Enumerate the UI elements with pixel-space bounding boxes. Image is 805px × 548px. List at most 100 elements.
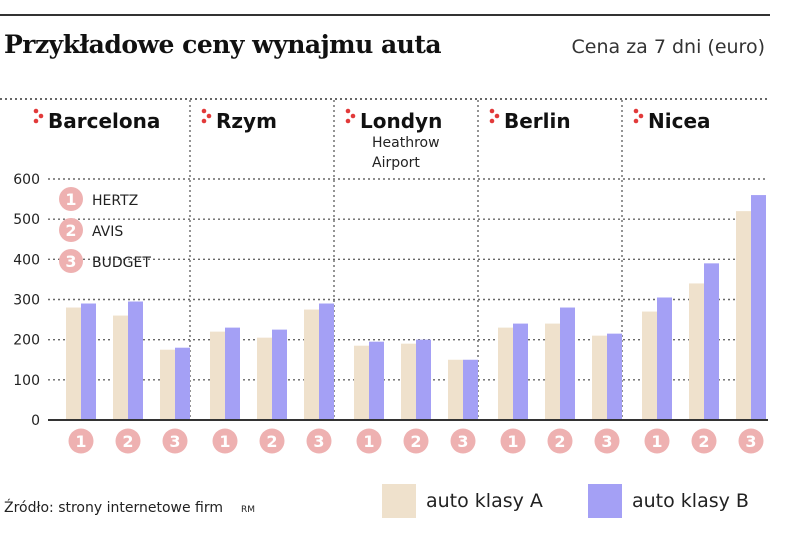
city-marker-dot xyxy=(33,108,39,114)
company-number: 3 xyxy=(313,432,324,451)
company-number: 3 xyxy=(169,432,180,451)
company-circle xyxy=(691,428,717,454)
company-circle xyxy=(403,428,429,454)
company-number: 1 xyxy=(507,432,518,451)
company-circle xyxy=(356,428,382,454)
bar-class-b xyxy=(175,347,190,420)
city-marker-dot xyxy=(345,118,351,124)
legend-label-class-a: auto klasy A xyxy=(426,490,543,512)
company-legend-number: 3 xyxy=(65,252,76,271)
company-legend-name: AVIS xyxy=(92,224,123,240)
company-legend-circle xyxy=(59,249,83,273)
city-sublabel: Airport xyxy=(372,155,420,171)
company-legend-name: HERTZ xyxy=(92,193,138,209)
city-label: Nicea xyxy=(648,109,711,133)
bar-class-b xyxy=(272,329,287,420)
bar-class-a xyxy=(448,359,463,420)
bar-class-b xyxy=(128,301,143,420)
city-marker-dot xyxy=(201,108,207,114)
city-marker-dot xyxy=(633,118,639,124)
y-tick-label: 600 xyxy=(13,172,40,188)
bar-class-b xyxy=(463,359,478,420)
company-circle xyxy=(115,428,141,454)
bar-class-b xyxy=(751,195,766,420)
city-label: Berlin xyxy=(504,109,571,133)
legend-item-class-a: auto klasy A xyxy=(382,484,543,518)
company-number: 2 xyxy=(554,432,565,451)
y-tick-label: 300 xyxy=(13,293,40,309)
company-number: 3 xyxy=(601,432,612,451)
company-legend-circle xyxy=(59,187,83,211)
company-number: 1 xyxy=(363,432,374,451)
company-circle xyxy=(547,428,573,454)
bar-class-a xyxy=(498,327,513,420)
legend-swatch-class-a xyxy=(382,484,416,518)
bar-class-a xyxy=(401,343,416,420)
legend-item-class-b: auto klasy B xyxy=(588,484,749,518)
city-marker-dot xyxy=(633,108,639,114)
y-tick-label: 200 xyxy=(13,333,40,349)
bar-class-a xyxy=(689,283,704,420)
top-rule xyxy=(0,14,770,16)
city-sublabel: Heathrow xyxy=(372,135,440,151)
bar-class-a xyxy=(66,307,81,420)
company-circle xyxy=(644,428,670,454)
source-text: Źródło: strony internetowe firm xyxy=(4,500,224,516)
company-number: 3 xyxy=(745,432,756,451)
city-marker-dot xyxy=(638,113,644,119)
y-tick-label: 100 xyxy=(13,373,40,389)
company-number: 3 xyxy=(457,432,468,451)
company-circle xyxy=(68,428,94,454)
company-legend-number: 2 xyxy=(65,221,76,240)
source-note: Źródło: strony internetowe firm RM xyxy=(4,500,255,516)
chart-title: Przykładowe ceny wynajmu auta xyxy=(4,30,442,59)
company-number: 1 xyxy=(219,432,230,451)
company-circle xyxy=(738,428,764,454)
bar-class-b xyxy=(319,303,334,420)
city-label: Barcelona xyxy=(48,109,160,133)
chart-subtitle: Cena za 7 dni (euro) xyxy=(571,36,765,58)
bar-class-b xyxy=(81,303,96,420)
bar-class-b xyxy=(225,327,240,420)
city-marker-dot xyxy=(38,113,44,119)
legend-swatch-class-b xyxy=(588,484,622,518)
bar-class-a xyxy=(160,349,175,420)
bar-class-b xyxy=(704,263,719,420)
y-tick-label: 0 xyxy=(31,413,40,429)
bar-class-a xyxy=(545,323,560,420)
city-marker-dot xyxy=(345,108,351,114)
bar-class-b xyxy=(513,323,528,420)
bar-class-a xyxy=(354,345,369,420)
city-label: Londyn xyxy=(360,109,442,133)
company-circle xyxy=(500,428,526,454)
legend-label-class-b: auto klasy B xyxy=(632,490,749,512)
city-marker-dot xyxy=(201,118,207,124)
city-marker-dot xyxy=(489,118,495,124)
bar-class-a xyxy=(736,211,751,420)
company-number: 2 xyxy=(410,432,421,451)
bar-class-a xyxy=(642,311,657,420)
company-circle xyxy=(212,428,238,454)
company-legend-name: BUDGET xyxy=(92,255,151,271)
company-number: 2 xyxy=(122,432,133,451)
bar-class-a xyxy=(113,315,128,420)
company-number: 2 xyxy=(266,432,277,451)
y-tick-label: 500 xyxy=(13,212,40,228)
bar-class-b xyxy=(560,307,575,420)
company-legend-number: 1 xyxy=(65,190,76,209)
city-label: Rzym xyxy=(216,109,277,133)
bar-class-a xyxy=(210,331,225,420)
city-marker-dot xyxy=(489,108,495,114)
bar-chart: 0 100 200 300 400 500 600 Barcelona 1 2 3 Rzym 1 2 3 Lo… xyxy=(0,98,768,454)
bar-class-b xyxy=(369,341,384,420)
bar-class-a xyxy=(257,337,272,420)
company-circle xyxy=(259,428,285,454)
bar-class-b xyxy=(657,297,672,420)
city-marker-dot xyxy=(350,113,356,119)
company-circle xyxy=(450,428,476,454)
bar-class-a xyxy=(592,335,607,420)
bar-class-b xyxy=(607,333,622,420)
author-initials: RM xyxy=(241,505,256,515)
company-circle xyxy=(162,428,188,454)
company-circle xyxy=(594,428,620,454)
